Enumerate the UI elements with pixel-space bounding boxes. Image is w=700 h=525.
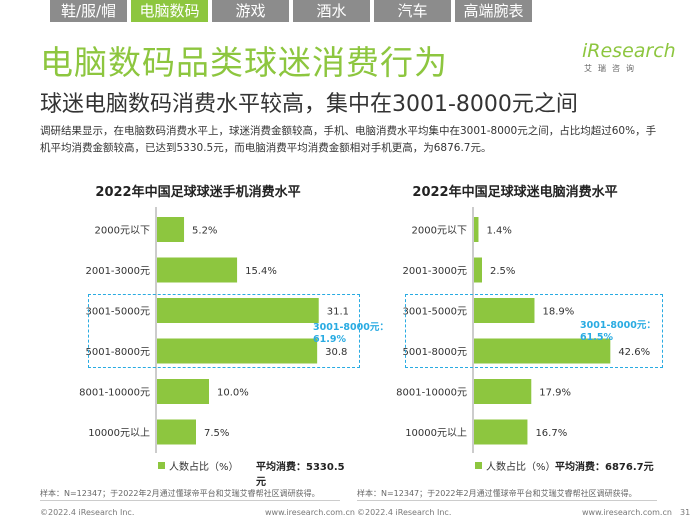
bar	[474, 419, 528, 445]
category-label: 2000元以下	[412, 226, 467, 237]
bar	[474, 257, 482, 283]
category-label: 3001-5000元	[85, 307, 150, 318]
data-label: 10.0%	[217, 388, 249, 399]
category-label: 5001-8000元	[402, 347, 467, 358]
bar	[157, 257, 238, 283]
tab-luxury-watches[interactable]: 高端腕表	[455, 0, 532, 22]
legend-label: 人数占比（%）	[169, 462, 239, 473]
legend-swatch	[158, 462, 165, 469]
bar	[157, 379, 209, 404]
category-label: 5001-8000元	[85, 347, 150, 358]
copyright-left: ©2022.4 iResearch Inc.	[40, 508, 135, 517]
sample-note-right: 样本：N=12347；于2022年2月通过懂球帝平台和艾瑞艾睿帮社区调研获得。	[357, 489, 637, 498]
bar	[157, 419, 196, 445]
data-label: 7.5%	[204, 428, 229, 439]
category-label: 8001-10000元	[79, 388, 150, 399]
data-label: 31.1%	[327, 307, 348, 318]
footer-divider-left	[40, 500, 340, 501]
data-label: 18.9%	[542, 307, 574, 318]
page-title: 电脑数码品类球迷消费行为	[40, 43, 448, 82]
bar	[157, 217, 185, 242]
average-label: 平均消费：	[555, 462, 605, 473]
description-text: 调研结果显示，在电脑数码消费水平上，球迷消费金额较高，手机、电脑消费水平均集中在…	[40, 125, 657, 154]
highlight-box-left	[88, 294, 360, 368]
category-label: 2001-3000元	[402, 266, 467, 277]
bar	[157, 338, 318, 364]
website-right: www.iresearch.com.cn	[582, 508, 672, 517]
data-label: 16.7%	[535, 428, 567, 439]
category-label: 10000元以上	[88, 427, 150, 439]
category-label: 8001-10000元	[396, 388, 467, 399]
tab-cars[interactable]: 汽车	[374, 0, 451, 22]
callout-range: 3001-8000元：	[313, 322, 389, 333]
data-label: 17.9%	[539, 388, 571, 399]
average-value: 6876.7元	[605, 462, 654, 473]
category-label: 10000元以上	[405, 427, 467, 439]
category-label: 3001-5000元	[402, 307, 467, 318]
highlight-box-right	[405, 294, 663, 368]
tab-computer-digital[interactable]: 电脑数码	[131, 0, 208, 22]
tab-liquor[interactable]: 酒水	[293, 0, 370, 22]
data-label: 1.4%	[486, 226, 511, 237]
callout-left: 3001-8000元： 61.9%	[313, 322, 389, 346]
page-subtitle: 球迷电脑数码消费水平较高，集中在3001-8000元之间	[40, 92, 578, 117]
bar	[474, 338, 611, 364]
average-spending: 平均消费：5330.5元	[256, 458, 348, 488]
logo-subtext: 艾瑞咨询	[584, 64, 640, 73]
bar	[157, 298, 319, 323]
iresearch-logo: iResearch 艾瑞咨询	[582, 40, 676, 74]
average-spending: 平均消费：6876.7元	[555, 458, 654, 473]
data-label: 2.5%	[490, 266, 515, 277]
legend-swatch	[475, 462, 482, 469]
category-label: 2001-3000元	[85, 266, 150, 277]
logo-text: iResearch	[582, 40, 676, 62]
phone-spending-chart: 2022年中国足球球迷手机消费水平 2000元以下 5.2% 2001-3000元 1…	[48, 175, 348, 488]
chart-title: 2022年中国足球球迷手机消费水平	[95, 185, 301, 200]
average-label: 平均消费：	[256, 462, 306, 473]
data-label: 30.8%	[325, 347, 348, 358]
website-left: www.iresearch.com.cn	[265, 508, 355, 517]
bar	[474, 298, 535, 323]
sample-note-left: 样本：N=12347；于2022年2月通过懂球帝平台和艾瑞艾睿帮社区调研获得。	[40, 489, 320, 498]
computer-bar-chart-svg: 2000元以下 1.4% 2001-3000元 2.5% 3001-5000元 18.9%…	[396, 207, 650, 453]
callout-right: 3001-8000元： 61.5%	[580, 320, 656, 344]
phone-bar-chart-svg: 2000元以下 5.2% 2001-3000元 15.4% 3001-5000元 31.1…	[79, 207, 348, 453]
bar	[474, 217, 479, 242]
legend-label: 人数占比（%）	[486, 462, 556, 473]
bar	[474, 379, 532, 404]
footer-divider-right	[357, 500, 657, 501]
page-number: 31	[680, 508, 691, 517]
callout-range: 3001-8000元：	[580, 320, 656, 331]
category-tabs: 鞋/服/帽 电脑数码 游戏 酒水 汽车 高端腕表	[50, 0, 532, 22]
average-value: 5330.5元	[256, 462, 345, 488]
chart-title: 2022年中国足球球迷电脑消费水平	[412, 185, 618, 200]
data-label: 42.6%	[618, 347, 650, 358]
data-label: 5.2%	[192, 226, 217, 237]
category-label: 2000元以下	[95, 226, 150, 237]
data-label: 15.4%	[245, 266, 277, 277]
callout-percent: 61.5%	[580, 332, 613, 343]
tab-games[interactable]: 游戏	[212, 0, 289, 22]
tab-shoes-clothing[interactable]: 鞋/服/帽	[50, 0, 127, 22]
copyright-right: ©2022.4 iResearch Inc.	[357, 508, 452, 517]
computer-spending-chart: 2022年中国足球球迷电脑消费水平 2000元以下 1.4% 2001-3000元 2…	[365, 175, 665, 480]
callout-percent: 61.9%	[313, 334, 346, 345]
